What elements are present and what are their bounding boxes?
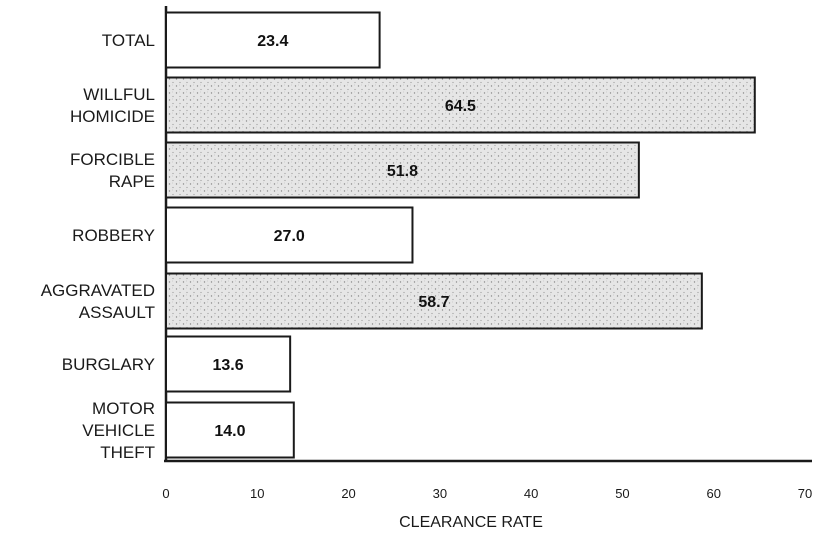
bar-value-label: 14.0 — [214, 423, 245, 440]
bar — [165, 206, 414, 264]
category-label: HOMICIDE — [70, 107, 155, 126]
category-label: MOTOR — [92, 399, 155, 418]
category-label: BURGLARY — [62, 355, 155, 374]
category-label: RAPE — [109, 172, 155, 191]
category-label: FORCIBLE — [70, 150, 155, 169]
bar — [165, 401, 295, 459]
category-label: VEHICLE — [82, 421, 155, 440]
x-tick-label: 0 — [162, 486, 169, 501]
x-tick-label: 50 — [615, 486, 629, 501]
category-label: AGGRAVATED — [41, 281, 155, 300]
x-tick-label: 70 — [798, 486, 812, 501]
x-tick-label: 40 — [524, 486, 538, 501]
x-tick-label: 60 — [706, 486, 720, 501]
x-tick-label: 30 — [433, 486, 447, 501]
bar — [165, 76, 756, 134]
bar-value-label: 13.6 — [213, 357, 244, 374]
category-label: TOTAL — [102, 31, 155, 50]
category-label: THEFT — [100, 443, 155, 462]
bar-value-label: 27.0 — [274, 228, 305, 245]
x-axis-title: CLEARANCE RATE — [399, 514, 543, 531]
bar-value-label: 51.8 — [387, 163, 418, 180]
category-label: WILLFUL — [83, 85, 155, 104]
category-label: ASSAULT — [79, 303, 155, 322]
category-label: ROBBERY — [72, 226, 155, 245]
bar — [165, 141, 640, 199]
bar — [165, 272, 703, 330]
x-tick-label: 10 — [250, 486, 264, 501]
bar — [165, 11, 381, 69]
x-tick-label: 20 — [341, 486, 355, 501]
bar-value-label: 58.7 — [418, 294, 449, 311]
bar-value-label: 23.4 — [257, 33, 288, 50]
bar-value-label: 64.5 — [445, 98, 476, 115]
bar — [165, 335, 292, 393]
